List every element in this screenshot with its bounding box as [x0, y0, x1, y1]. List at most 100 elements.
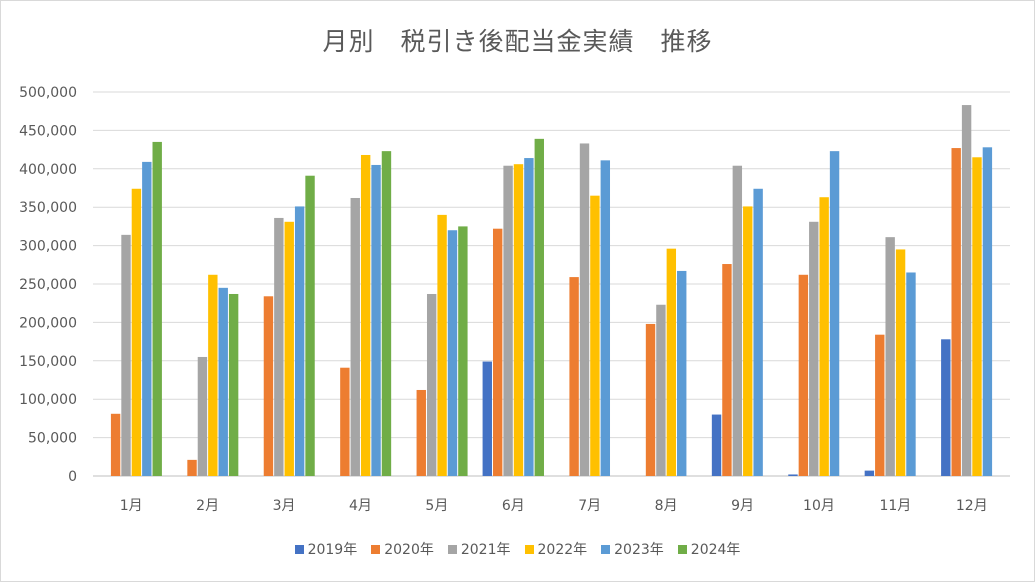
- bar: [513, 164, 524, 476]
- bar: [972, 157, 982, 476]
- bar: [503, 165, 513, 477]
- x-tick-label: 12月: [956, 498, 988, 514]
- x-tick-label: 10月: [803, 498, 835, 514]
- bar: [447, 230, 458, 476]
- bar: [951, 148, 961, 476]
- bar: [875, 334, 885, 476]
- bar: [743, 206, 753, 476]
- bar: [798, 274, 809, 476]
- x-axis-ticks: 1月 2月 3月 4月 5月 6月 7月 8月 9月 10月 11月 12月: [120, 498, 988, 514]
- y-tick-label: 0: [68, 469, 77, 485]
- x-tick-label: 4月: [349, 498, 372, 514]
- bar: [569, 277, 579, 476]
- bar: [941, 339, 951, 476]
- x-tick-label: 11月: [879, 498, 911, 514]
- legend-label: 2019年: [307, 542, 358, 558]
- bar: [437, 214, 447, 476]
- legend-item: 2019年: [294, 539, 358, 559]
- bar: [263, 296, 274, 476]
- bars: [110, 105, 993, 477]
- y-tick-label: 200,000: [19, 315, 77, 331]
- legend-label: 2022年: [537, 542, 588, 558]
- grid-lines: [93, 91, 1010, 477]
- legend-label: 2021年: [460, 542, 511, 558]
- bar: [600, 160, 611, 476]
- bar: [809, 221, 819, 476]
- bar: [110, 413, 121, 476]
- bar: [666, 248, 677, 476]
- legend-swatch: [601, 544, 611, 554]
- legend: 2019年 2020年 2021年 2022年 2023年 2024年: [0, 539, 1035, 559]
- bar: [656, 304, 666, 476]
- legend-label: 2023年: [614, 542, 664, 558]
- bar: [579, 143, 590, 476]
- bar: [340, 367, 350, 476]
- bar: [645, 323, 656, 476]
- legend-item: 2020年: [371, 539, 434, 559]
- bar: [371, 164, 381, 476]
- bar: [294, 206, 305, 476]
- x-tick-label: 8月: [655, 498, 678, 514]
- y-tick-label: 100,000: [19, 392, 77, 408]
- bar: [416, 389, 426, 476]
- bar: [906, 272, 916, 476]
- bar: [534, 138, 544, 476]
- bar: [381, 151, 392, 476]
- legend-swatch: [371, 544, 381, 554]
- y-tick-label: 300,000: [19, 239, 77, 255]
- y-tick-label: 400,000: [19, 162, 77, 178]
- y-tick-label: 50,000: [28, 431, 77, 447]
- bar: [982, 147, 993, 477]
- x-tick-label: 9月: [731, 498, 754, 514]
- bar: [274, 217, 284, 476]
- bar: [711, 414, 722, 476]
- bar: [152, 141, 162, 477]
- legend-label: 2020年: [384, 542, 434, 558]
- bar: [864, 470, 875, 476]
- bar: [458, 226, 468, 476]
- bar: [131, 188, 142, 476]
- y-tick-label: 350,000: [19, 200, 77, 216]
- bar: [121, 234, 131, 476]
- x-tick-label: 7月: [578, 498, 601, 514]
- bar: [208, 274, 218, 476]
- chart-title: 月別 税引き後配当金実績 推移: [322, 27, 713, 56]
- legend-swatch: [524, 544, 534, 554]
- bar: [722, 264, 732, 476]
- bar: [753, 188, 763, 476]
- x-tick-label: 6月: [502, 498, 525, 514]
- legend-swatch: [294, 544, 304, 554]
- y-tick-label: 150,000: [19, 354, 77, 370]
- legend-swatch: [447, 544, 457, 554]
- bar: [819, 197, 829, 476]
- x-tick-label: 1月: [120, 498, 143, 514]
- legend-item: 2021年: [447, 539, 511, 559]
- bar: [829, 151, 840, 476]
- x-tick-label: 5月: [425, 498, 448, 514]
- bar: [228, 293, 239, 476]
- x-tick-label: 3月: [273, 498, 296, 514]
- y-tick-label: 500,000: [19, 85, 77, 101]
- legend-swatch: [677, 544, 687, 554]
- bar: [360, 154, 371, 477]
- bar: [492, 228, 503, 476]
- bar: [590, 195, 600, 476]
- legend-item: 2024年: [677, 539, 741, 559]
- bar: [482, 361, 492, 476]
- bar: [895, 249, 906, 476]
- y-tick-label: 450,000: [19, 123, 77, 139]
- bar: [885, 237, 895, 476]
- legend-item: 2023年: [601, 539, 664, 559]
- bar: [732, 165, 743, 477]
- y-axis-ticks: 0 50,000 100,000 150,000 200,000 250,000 300,0…: [19, 85, 77, 485]
- bar: [788, 474, 798, 476]
- bar: [350, 197, 360, 477]
- legend-label: 2024年: [690, 542, 741, 558]
- bar: [305, 175, 315, 476]
- x-tick-label: 2月: [196, 498, 219, 514]
- bar: [218, 287, 228, 476]
- bar: [142, 161, 152, 476]
- bar: [426, 293, 437, 476]
- y-tick-label: 250,000: [19, 277, 77, 293]
